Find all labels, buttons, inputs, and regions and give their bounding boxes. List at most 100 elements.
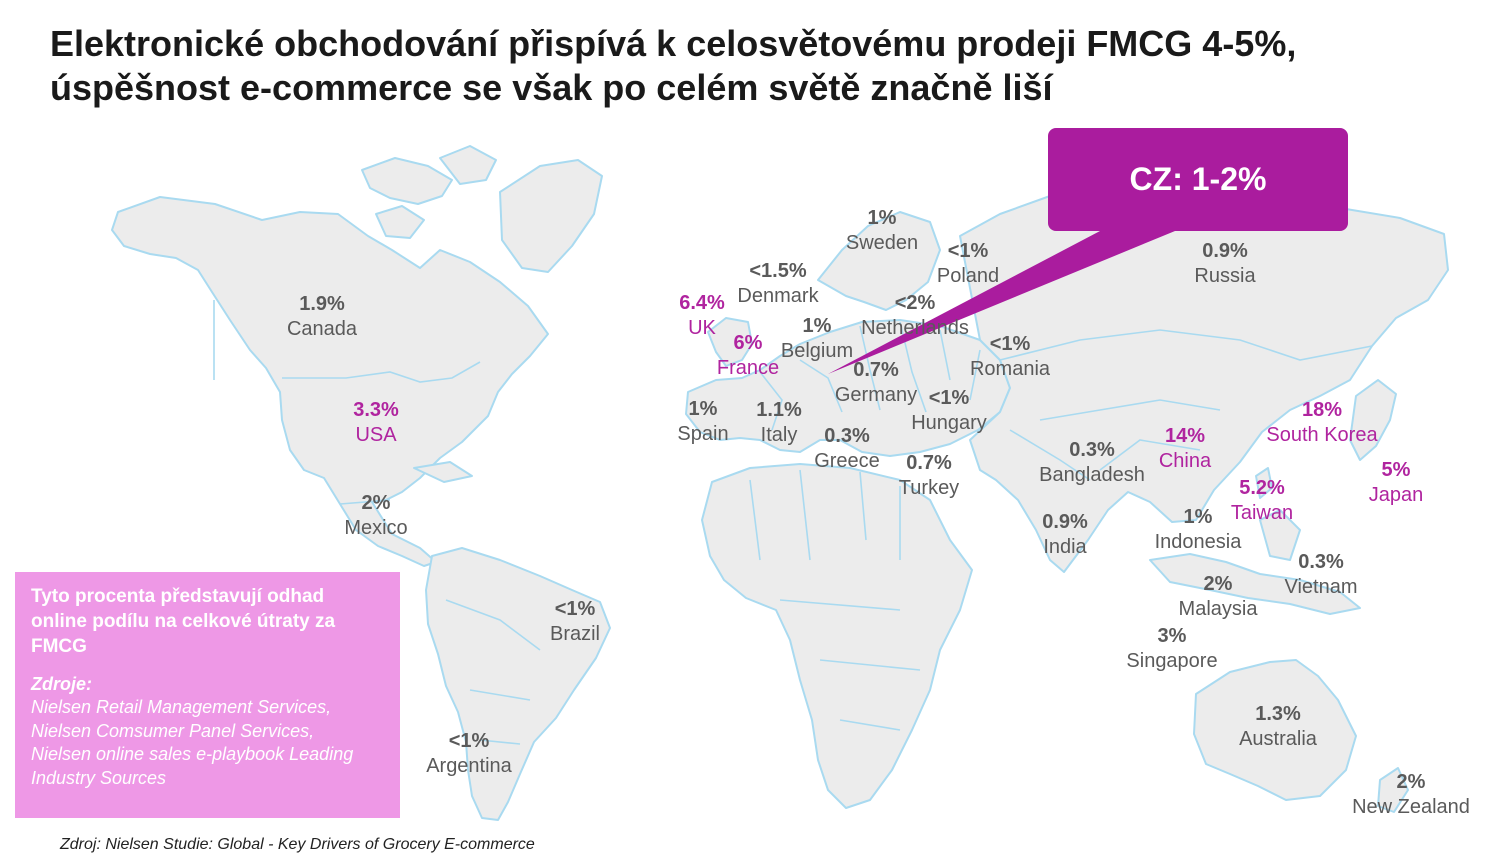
country-name: Australia <box>1239 728 1317 750</box>
country-name: Taiwan <box>1230 502 1294 524</box>
country-name: Spain <box>677 423 729 445</box>
share-value: 1% <box>867 207 897 229</box>
label-australia: 1.3% Australia <box>1239 702 1317 752</box>
label-indonesia: 1% Indonesia <box>1155 505 1242 555</box>
country-name: Hungary <box>911 412 987 434</box>
share-value: <1% <box>928 387 970 409</box>
country-name: Poland <box>936 265 1000 287</box>
label-france: 6% France <box>717 331 779 381</box>
label-new-zealand: 2% New Zealand <box>1352 770 1470 820</box>
label-greece: 0.3% Greece <box>814 424 880 474</box>
share-value: 18% <box>1301 399 1343 421</box>
share-value: <1% <box>947 240 989 262</box>
north-america <box>111 145 603 567</box>
share-value: <1% <box>448 730 490 752</box>
share-value: 2% <box>1203 573 1233 595</box>
label-japan: 5% Japan <box>1369 458 1424 508</box>
label-sweden: 1% Sweden <box>846 206 918 256</box>
label-argentina: <1% Argentina <box>426 729 512 779</box>
country-name: Italy <box>760 424 798 446</box>
country-name: Vietnam <box>1284 576 1358 598</box>
info-note: Tyto procenta představují odhad online p… <box>15 572 400 818</box>
share-value: 0.7% <box>906 452 952 474</box>
country-name: Argentina <box>426 755 512 777</box>
share-value: 3% <box>1157 625 1187 647</box>
share-value: 0.7% <box>853 359 899 381</box>
country-name: Germany <box>834 384 918 406</box>
asia <box>959 177 1449 615</box>
label-russia: 0.9% Russia <box>1194 239 1255 289</box>
note-source-1: Nielsen Retail Management Services, <box>31 697 332 717</box>
country-name: Belgium <box>780 340 854 362</box>
country-name: India <box>1043 536 1087 558</box>
share-value: 1.9% <box>299 293 345 315</box>
share-value: 2% <box>361 492 391 514</box>
note-source-3: Nielsen online sales e-playbook Leading … <box>31 744 354 788</box>
label-hungary: <1% Hungary <box>911 386 987 436</box>
share-value: 1% <box>688 398 718 420</box>
cz-callout-text: CZ: 1-2% <box>1129 161 1267 197</box>
label-usa: 3.3% USA <box>353 398 399 448</box>
label-mexico: 2% Mexico <box>344 491 407 541</box>
share-value: 1% <box>802 315 832 337</box>
country-name: China <box>1158 450 1212 472</box>
country-name: Canada <box>286 318 358 340</box>
label-turkey: 0.7% Turkey <box>899 451 959 501</box>
country-name: Denmark <box>737 285 819 307</box>
share-value: 0.9% <box>1202 240 1248 262</box>
country-name: South Korea <box>1266 424 1378 446</box>
country-name: Japan <box>1368 484 1424 506</box>
country-name: Malaysia <box>1178 598 1258 620</box>
label-singapore: 3% Singapore <box>1126 624 1217 674</box>
label-denmark: <1.5% Denmark <box>737 259 818 309</box>
country-name: New Zealand <box>1352 796 1470 818</box>
label-south-korea: 18% South Korea <box>1266 398 1377 448</box>
label-brazil: <1% Brazil <box>550 597 600 647</box>
country-name: Sweden <box>845 232 919 254</box>
share-value: <1% <box>554 598 596 620</box>
page-title: Elektronické obchodování přispívá k celo… <box>50 22 1450 110</box>
country-name: Russia <box>1194 265 1256 287</box>
label-china: 14% China <box>1159 424 1211 474</box>
label-poland: <1% Poland <box>937 239 999 289</box>
oceania <box>1193 659 1409 813</box>
share-value: 5% <box>1381 459 1411 481</box>
africa <box>701 463 973 809</box>
label-germany: 0.7% Germany <box>835 358 917 408</box>
share-value: 6.4% <box>679 292 725 314</box>
share-value: 0.9% <box>1042 511 1088 533</box>
country-name: Netherlands <box>861 317 969 339</box>
title-line-2: úspěšnost e-commerce se však po celém sv… <box>50 67 1053 108</box>
country-name: Indonesia <box>1154 531 1242 553</box>
share-value: 0.3% <box>1298 551 1344 573</box>
title-line-1: Elektronické obchodování přispívá k celo… <box>50 23 1297 64</box>
label-bangladesh: 0.3% Bangladesh <box>1039 438 1145 488</box>
label-spain: 1% Spain <box>677 397 728 447</box>
share-value: 6% <box>733 332 763 354</box>
share-value: <2% <box>894 292 936 314</box>
label-romania: <1% Romania <box>970 332 1050 382</box>
country-name: Bangladesh <box>1039 464 1145 486</box>
share-value: 1.3% <box>1255 703 1301 725</box>
label-india: 0.9% India <box>1042 510 1088 560</box>
label-netherlands: <2% Netherlands <box>861 291 969 341</box>
note-heading: Tyto procenta představují odhad online p… <box>31 586 336 657</box>
share-value: <1% <box>989 333 1031 355</box>
share-value: 1.1% <box>756 399 802 421</box>
share-value: 0.3% <box>1069 439 1115 461</box>
label-canada: 1.9% Canada <box>287 292 357 342</box>
south-america <box>425 547 611 821</box>
label-taiwan: 5.2% Taiwan <box>1231 476 1293 526</box>
country-name: USA <box>355 424 397 446</box>
country-name: Turkey <box>898 477 960 499</box>
label-uk: 6.4% UK <box>679 291 725 341</box>
note-sources-title: Zdroje: <box>31 674 92 694</box>
country-name: Mexico <box>344 517 408 539</box>
share-value: 1% <box>1183 506 1213 528</box>
country-name: Brazil <box>549 623 601 645</box>
source-footer: Zdroj: Nielsen Studie: Global - Key Driv… <box>60 836 535 853</box>
label-malaysia: 2% Malaysia <box>1179 572 1258 622</box>
cz-callout: CZ: 1-2% <box>1048 128 1348 231</box>
